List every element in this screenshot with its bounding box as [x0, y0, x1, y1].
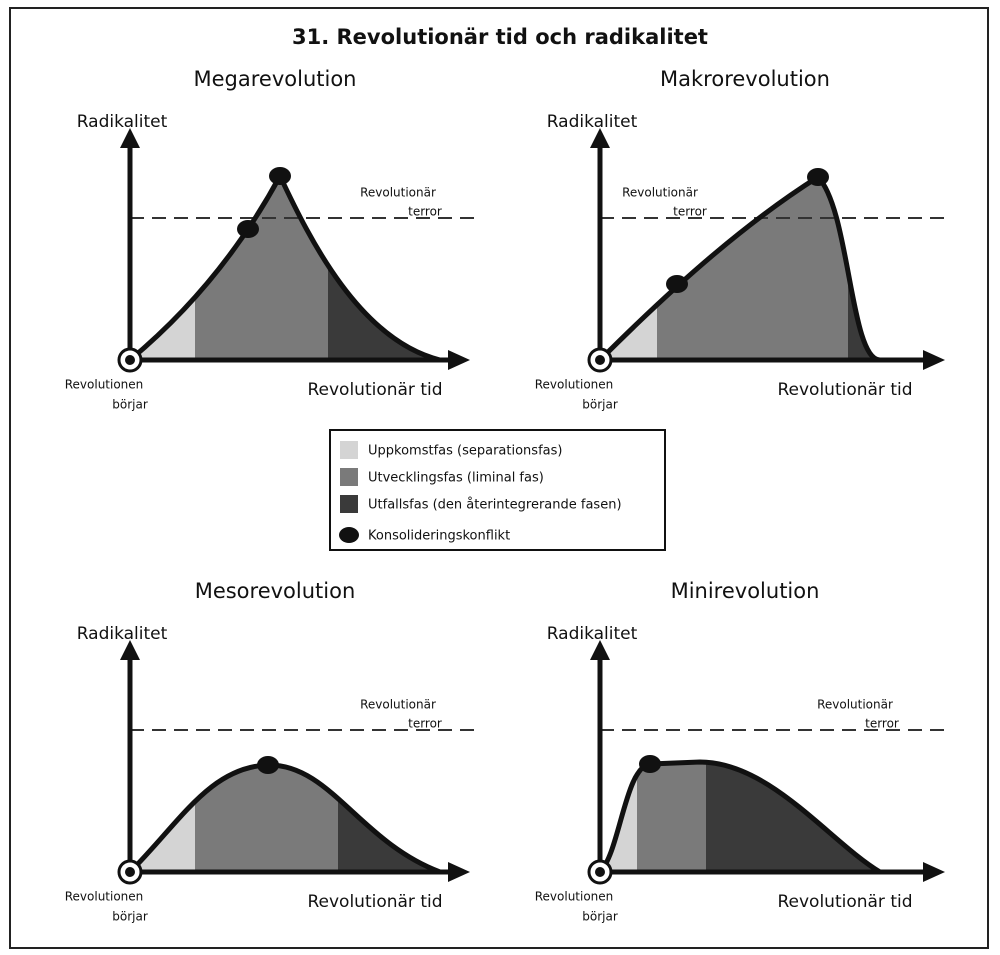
x-arrow: [448, 350, 470, 370]
terror-label: Revolutionär: [360, 186, 436, 200]
phase-2: [195, 764, 338, 872]
legend-swatch: [340, 468, 358, 486]
origin-label: börjar: [582, 398, 618, 412]
origin-label: Revolutionen: [65, 890, 144, 904]
origin-dot: [595, 867, 605, 877]
legend-label: Uppkomstfas (separationsfas): [368, 444, 562, 459]
legend-swatch: [340, 441, 358, 459]
x-arrow: [923, 862, 945, 882]
terror-label: terror: [865, 717, 899, 731]
terror-label: terror: [408, 205, 442, 219]
x-axis-label: Revolutionär tid: [307, 380, 442, 400]
origin-dot: [125, 355, 135, 365]
conflict-dot: [639, 755, 661, 773]
frame: [9, 7, 989, 949]
phase-3: [848, 177, 880, 360]
legend-box: [329, 429, 666, 551]
origin-label: Revolutionen: [535, 378, 614, 392]
x-axis-label: Revolutionär tid: [777, 380, 912, 400]
origin-label: börjar: [112, 910, 148, 924]
y-arrow: [590, 640, 610, 660]
panel-title: Mesorevolution: [195, 579, 356, 603]
y-axis-label: Radikalitet: [547, 112, 638, 132]
legend-swatch: [340, 495, 358, 513]
panel-title: Makrorevolution: [660, 67, 830, 91]
x-axis-label: Revolutionär tid: [777, 892, 912, 912]
title: 31. Revolutionär tid och radikalitet: [292, 25, 708, 49]
conflict-dot: [807, 168, 829, 186]
y-arrow: [120, 640, 140, 660]
terror-label: Revolutionär: [622, 186, 698, 200]
origin-label: börjar: [112, 398, 148, 412]
legend-label: Utfallsfas (den återintegrerande fasen): [368, 498, 622, 513]
origin-dot: [125, 867, 135, 877]
x-arrow: [448, 862, 470, 882]
panel: Makrorevolution Radikalitet Revolutionär t…: [535, 67, 945, 412]
y-axis-label: Radikalitet: [77, 624, 168, 644]
terror-label: Revolutionär: [817, 698, 893, 712]
curve: [597, 759, 883, 875]
legend-label: Utvecklingsfas (liminal fas): [368, 471, 544, 486]
conflict-dot: [269, 167, 291, 185]
origin-label: Revolutionen: [535, 890, 614, 904]
phase-2: [637, 762, 706, 872]
terror-label: terror: [408, 717, 442, 731]
y-arrow: [120, 128, 140, 148]
origin-dot: [595, 355, 605, 365]
conflict-dot: [257, 756, 279, 774]
phases: [600, 762, 880, 872]
terror-label: terror: [673, 205, 707, 219]
phases: [600, 177, 880, 360]
x-axis-label: Revolutionär tid: [307, 892, 442, 912]
legend-swatch: [339, 527, 359, 543]
legend-label: Konsolideringskonflikt: [368, 529, 510, 544]
y-axis-label: Radikalitet: [77, 112, 168, 132]
terror-label: Revolutionär: [360, 698, 436, 712]
origin-label: börjar: [582, 910, 618, 924]
legend: Uppkomstfas (separationsfas) Utvecklings…: [329, 429, 666, 551]
phase-2: [657, 177, 848, 360]
panel-title: Megarevolution: [194, 67, 357, 91]
conflict-dot: [237, 220, 259, 238]
phase-3: [706, 762, 880, 872]
origin-label: Revolutionen: [65, 378, 144, 392]
y-axis-label: Radikalitet: [547, 624, 638, 644]
panel: Minirevolution Radikalitet Revolutionär ti…: [535, 579, 945, 924]
conflict-dot: [666, 275, 688, 293]
x-arrow: [923, 350, 945, 370]
y-arrow: [590, 128, 610, 148]
panel-title: Minirevolution: [671, 579, 820, 603]
